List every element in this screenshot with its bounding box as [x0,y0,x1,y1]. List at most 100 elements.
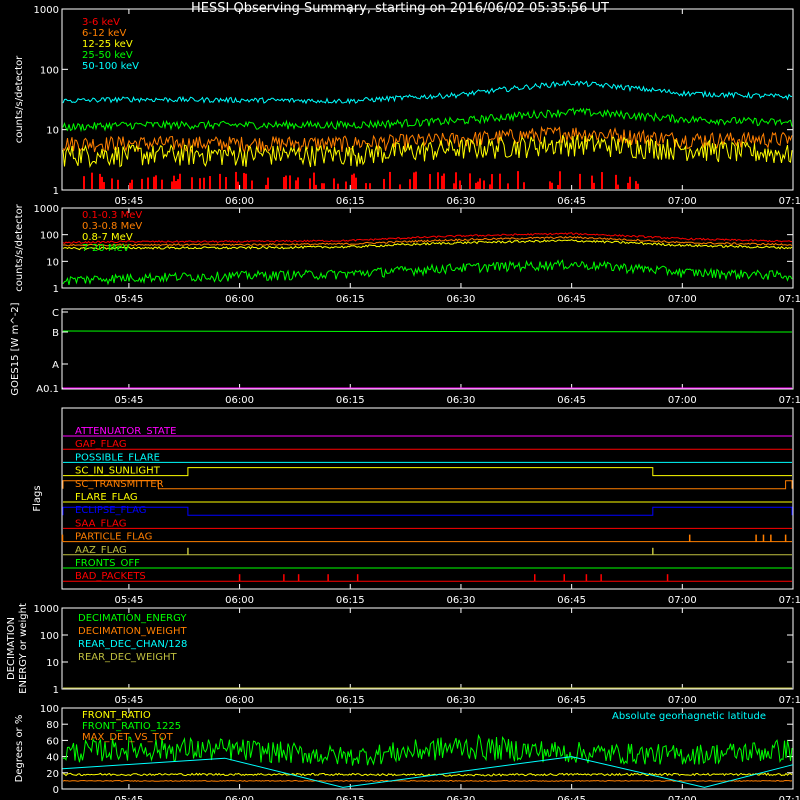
y-tick-label: 10 [46,126,59,137]
y-tick-label: 10 [46,658,59,669]
x-tick-label: 07:00 [668,196,697,207]
series-line-0.8-7-mev [62,239,793,251]
flag-label: ECLIPSE_FLAG [75,505,146,516]
x-tick-label: 06:15 [336,695,365,706]
flag-label: ATTENUATOR_STATE [75,426,176,437]
x-tick-label: 06:00 [225,695,254,706]
y-axis-label: counts/s/detector [14,55,25,143]
y-tick-label: 100 [40,231,59,242]
x-tick-label: 06:45 [557,294,586,305]
x-tick-label: 06:15 [336,294,365,305]
x-tick-label: 07:15 [779,795,800,800]
x-tick-label: 06:00 [225,395,254,406]
x-tick-label: 06:00 [225,595,254,606]
series-3-6-kev [83,171,639,189]
x-tick-label: 06:15 [336,795,365,800]
series-line-0.3-0.8-mev [63,236,793,247]
y-tick-label: 1 [53,186,59,197]
legend-entry: 25-50 keV [82,50,133,61]
legend-entry: FRONT_RATIO [82,710,151,721]
flag-line-sc-transmitter [62,480,793,490]
y-tick-label: 1 [53,284,59,295]
y-tick-label: B [52,328,59,339]
y-tick-label: 20 [46,769,59,780]
y-tick-label: 100 [40,65,59,76]
legend-entry: 0.8-7 MeV [82,232,133,243]
y-axis-label: Degrees or % [14,715,25,783]
series-line-7-20-mev [62,259,793,286]
y-axis-label: GOES15 [W m^-2] [10,302,21,395]
x-tick-label: 05:45 [114,196,143,207]
y-tick-label: A0.1 [36,384,59,395]
x-tick-label: 07:15 [779,695,800,706]
y-tick-label: 0 [53,785,59,796]
panel-frame-1 [61,8,794,191]
legend-entry: 3-6 keV [82,17,120,28]
x-tick-label: 07:00 [668,395,697,406]
y-tick-label: 1 [53,685,59,696]
y-tick-label: 1000 [34,604,59,615]
x-tick-label: 06:15 [336,595,365,606]
panel-frame-2 [61,207,794,289]
x-tick-label: 06:30 [447,695,476,706]
flag-label: SC_TRANSMITTER [75,479,164,490]
flag-label: GAP_FLAG [75,439,127,450]
x-tick-label: 06:45 [557,695,586,706]
x-tick-label: 07:15 [779,294,800,305]
x-tick-label: 05:45 [114,795,143,800]
y-tick-label: 100 [40,631,59,642]
panel-frame-4 [61,407,794,590]
x-tick-label: 06:45 [557,196,586,207]
legend-entry: 50-100 keV [82,61,139,72]
legend-entry: REAR_DEC_WEIGHT [78,652,177,663]
x-tick-label: 06:30 [447,795,476,800]
x-tick-label: 07:00 [668,595,697,606]
y-tick-label: 1000 [34,5,59,16]
panel-frame-6 [61,707,794,790]
flag-label: SC_IN_SUNLIGHT [75,466,161,477]
panel-frame-3 [61,308,794,390]
legend-entry: DECIMATION_ENERGY [78,613,187,624]
series-line-front_ratio_1225 [62,733,793,766]
y-tick-label: 100 [40,704,59,715]
x-tick-label: 07:00 [668,695,697,706]
series-line-0.1-0.3-mev [62,232,793,245]
x-tick-label: 06:00 [225,294,254,305]
x-tick-label: 06:30 [447,595,476,606]
y-tick-label: 40 [46,753,59,764]
series-line-front_ratio [62,772,793,777]
x-tick-label: 07:15 [779,395,800,406]
flag-line-sc-in-sunlight [63,467,792,477]
legend-entry: 0.1-0.3 MeV [82,210,142,221]
x-tick-label: 06:30 [447,196,476,207]
geomagnetic-latitude-line [62,756,794,788]
legend-entry: 6-12 keV [82,28,126,39]
panel-frame-5 [61,607,794,690]
legend-entry: 7-20 MeV [82,243,130,254]
y-axis-label: DECIMATION [6,617,17,680]
flag-line-eclipse-flag [62,506,793,516]
x-tick-label: 06:15 [336,395,365,406]
legend-entry: 12-25 keV [82,39,133,50]
legend-entry: DECIMATION_WEIGHT [78,626,187,637]
flag-label: SAA_FLAG [75,518,126,529]
x-tick-label: 07:15 [779,595,800,606]
x-tick-label: 06:45 [557,395,586,406]
series-line-50-100-kev [62,80,793,105]
x-tick-label: 06:00 [225,795,254,800]
y-axis-label: ENERGY or weight [18,603,29,694]
flag-label: FLARE_FLAG [75,492,138,503]
series-line-12-25-kev [62,134,793,168]
x-tick-label: 05:45 [114,695,143,706]
y-axis-label: counts/s/detector [14,203,25,291]
flag-label: FRONTS_OFF [75,558,140,569]
y-tick-label: 60 [46,736,59,747]
legend-entry: MAX_DET_VS_TOT [82,732,174,743]
y-tick-label: 80 [46,720,59,731]
annotation-label: Absolute geomagnetic latitude [612,711,766,722]
flag-label: PARTICLE_FLAG [75,532,152,543]
y-tick-label: 10 [46,257,59,268]
flag-label: BAD_PACKETS [75,571,146,582]
x-tick-label: 06:45 [557,795,586,800]
